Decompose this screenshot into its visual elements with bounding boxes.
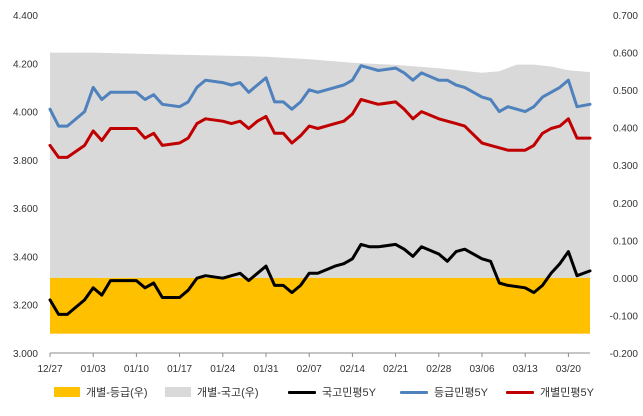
- y-left-tick-label: 3.800: [13, 156, 38, 167]
- x-tick-label: 01/24: [210, 364, 235, 375]
- legend-swatch: [506, 390, 534, 394]
- x-tick-label: 01/10: [124, 364, 149, 375]
- x-tick-label: 03/06: [469, 364, 494, 375]
- y-right-tick-label: -0.200: [610, 349, 639, 360]
- y-right-tick-label: 0.400: [613, 124, 638, 135]
- area-band-yellow: [50, 277, 590, 334]
- y-right-tick-label: -0.100: [610, 311, 639, 322]
- legend-label: 국고민평5Y: [322, 387, 376, 399]
- y-left-tick-label: 3.600: [13, 204, 38, 215]
- legend-label: 개별-국고(우): [197, 387, 259, 399]
- legend-swatch: [54, 387, 80, 397]
- area-series: [50, 52, 590, 278]
- y-right-tick-label: 0.200: [613, 199, 638, 210]
- x-tick-label: 12/27: [37, 364, 62, 375]
- y-left-tick-label: 3.200: [13, 301, 38, 312]
- chart-legend: 개별-등급(우) 개별-국고(우) 국고민평5Y 등급민평5Y 개별민평5Y: [0, 384, 643, 408]
- x-tick-label: 02/28: [426, 364, 451, 375]
- x-tick-label: 02/21: [383, 364, 408, 375]
- y-right-tick-label: 0.300: [613, 161, 638, 172]
- x-tick-label: 01/17: [167, 364, 192, 375]
- legend-label: 등급민평5Y: [434, 387, 488, 399]
- y-right-tick-label: 0.600: [613, 49, 638, 60]
- y-left-tick-label: 4.200: [13, 59, 38, 70]
- y-left-tick-label: 3.000: [13, 349, 38, 360]
- x-tick-label: 01/03: [81, 364, 106, 375]
- y-right-tick-label: 0.500: [613, 86, 638, 97]
- line-series: [48, 98, 592, 159]
- legend-label: 개별-등급(우): [86, 387, 148, 399]
- line-series: [48, 64, 592, 128]
- legend-swatch: [165, 387, 191, 397]
- x-tick-label: 02/07: [297, 364, 322, 375]
- legend-item: 등급민평5Y: [400, 384, 488, 400]
- y-left-tick-label: 4.400: [13, 11, 38, 22]
- y-right-tick-label: 0.700: [613, 11, 638, 22]
- legend-item: 국고민평5Y: [288, 384, 376, 400]
- legend-label: 개별민평5Y: [540, 387, 594, 399]
- legend-item: 개별-국고(우): [165, 384, 259, 400]
- y-right-tick-label: 0.100: [613, 236, 638, 247]
- x-tick-label: 02/14: [340, 364, 365, 375]
- x-tick-label: 03/20: [556, 364, 581, 375]
- y-left-tick-label: 4.000: [13, 108, 38, 119]
- y-left-tick-label: 3.400: [13, 252, 38, 263]
- x-tick-label: 03/13: [513, 364, 538, 375]
- legend-swatch: [400, 390, 428, 394]
- chart-plot: 12/27 01/03 01/10 01/17 01/24 01/31 02/07 02/14…: [13, 11, 639, 375]
- x-tick-label: 01/31: [253, 364, 278, 375]
- legend-swatch: [288, 390, 316, 394]
- legend-item: 개별민평5Y: [506, 384, 594, 400]
- line-series: [48, 242, 592, 316]
- legend-item: 개별-등급(우): [54, 384, 148, 400]
- y-right-tick-label: 0.000: [613, 274, 638, 285]
